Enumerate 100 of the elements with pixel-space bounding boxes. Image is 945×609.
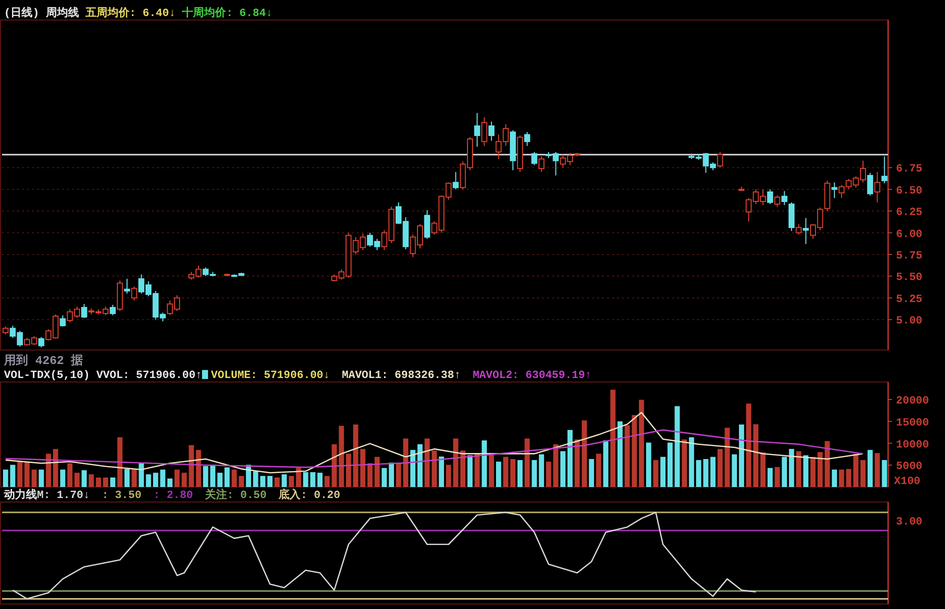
bar bbox=[546, 462, 552, 487]
y-tick-label: 5.50 bbox=[896, 272, 922, 284]
candlestick bbox=[802, 218, 809, 245]
bar bbox=[603, 440, 608, 487]
bar bbox=[324, 476, 330, 487]
bar bbox=[846, 468, 852, 487]
bar bbox=[853, 454, 858, 487]
text: 3.00 bbox=[896, 516, 922, 528]
bar bbox=[396, 463, 402, 487]
bar bbox=[32, 470, 37, 487]
bar bbox=[538, 454, 544, 487]
bar bbox=[267, 476, 273, 487]
bar bbox=[224, 467, 230, 487]
y-tick-label: 15000 bbox=[896, 417, 930, 430]
bar bbox=[560, 451, 566, 487]
bar bbox=[24, 461, 30, 487]
text: M: 1.70↓ bbox=[37, 490, 90, 502]
bar bbox=[718, 448, 723, 487]
bar bbox=[632, 415, 637, 487]
candlestick bbox=[788, 202, 795, 232]
bar bbox=[332, 444, 337, 487]
candlestick bbox=[717, 152, 724, 168]
text: X100 bbox=[894, 476, 920, 488]
bar bbox=[474, 454, 480, 487]
bar bbox=[503, 456, 508, 487]
candlestick bbox=[524, 132, 530, 146]
bar bbox=[160, 470, 166, 487]
bar bbox=[238, 476, 244, 487]
candlestick bbox=[60, 314, 66, 328]
bar bbox=[482, 440, 487, 487]
candlestick bbox=[831, 182, 838, 199]
y-tick-label: 5.75 bbox=[896, 250, 923, 262]
legend-label: VOLUME: 571906.00↓ bbox=[211, 370, 330, 382]
bar bbox=[17, 461, 22, 487]
bar bbox=[668, 442, 673, 487]
bar bbox=[438, 456, 444, 487]
bar bbox=[346, 454, 352, 487]
bar bbox=[796, 451, 802, 487]
bar bbox=[3, 470, 8, 487]
bar bbox=[624, 425, 630, 487]
bar bbox=[88, 474, 94, 487]
bar bbox=[74, 472, 80, 487]
bar bbox=[453, 438, 458, 487]
bar bbox=[838, 470, 844, 487]
bar bbox=[510, 459, 516, 487]
bar bbox=[553, 444, 558, 487]
bar bbox=[53, 448, 58, 487]
bar bbox=[674, 406, 680, 487]
bar bbox=[682, 439, 687, 487]
y-tick-label: 6.00 bbox=[896, 228, 922, 241]
bar bbox=[738, 424, 744, 487]
candlestick bbox=[538, 156, 544, 172]
candlestick bbox=[131, 286, 138, 301]
bar bbox=[432, 450, 437, 487]
bar bbox=[868, 450, 873, 487]
bar bbox=[353, 424, 358, 487]
bar bbox=[803, 455, 808, 487]
bar bbox=[196, 450, 202, 487]
bar bbox=[524, 438, 530, 487]
bar bbox=[167, 478, 172, 487]
chart-title: VOL-TDX(5,10) VVOL: 571906.00↑ bbox=[4, 370, 202, 382]
text: MAVOL2: 630459.19↑ bbox=[472, 370, 592, 382]
bar bbox=[810, 456, 816, 487]
candlestick bbox=[124, 278, 130, 294]
bar bbox=[360, 448, 366, 487]
chart-title: 动力线 bbox=[3, 488, 37, 502]
bar bbox=[253, 471, 258, 487]
bar bbox=[660, 456, 666, 487]
candlestick bbox=[474, 112, 480, 148]
bar bbox=[188, 445, 194, 487]
bar bbox=[110, 478, 116, 487]
y-tick-label: 5.25 bbox=[896, 294, 923, 306]
candlestick bbox=[81, 303, 88, 318]
candlestick bbox=[424, 210, 430, 240]
bar bbox=[874, 453, 880, 487]
line-series bbox=[4, 412, 864, 474]
annotation: 五周均价: 6.40↓ bbox=[84, 6, 182, 20]
bar bbox=[688, 437, 694, 487]
y-tick-label: 6.50 bbox=[896, 185, 922, 198]
bar bbox=[732, 454, 737, 487]
bar bbox=[696, 460, 702, 487]
bar bbox=[582, 420, 587, 487]
bar bbox=[760, 452, 766, 487]
bar bbox=[117, 437, 122, 487]
candlestick bbox=[767, 188, 774, 205]
bar bbox=[496, 462, 502, 487]
chart-title: (日线) 周均线 bbox=[4, 6, 86, 20]
bar bbox=[588, 459, 594, 487]
bar bbox=[153, 472, 158, 487]
bar bbox=[710, 456, 716, 487]
bar bbox=[217, 472, 222, 487]
line-series bbox=[4, 429, 864, 468]
text: 底入: 0.20 bbox=[278, 488, 340, 502]
bar bbox=[460, 450, 466, 487]
bar bbox=[132, 470, 137, 487]
bar bbox=[617, 421, 623, 487]
candlestick bbox=[531, 152, 538, 166]
bar bbox=[768, 468, 773, 487]
bar bbox=[146, 474, 152, 487]
candlestick bbox=[774, 194, 780, 208]
